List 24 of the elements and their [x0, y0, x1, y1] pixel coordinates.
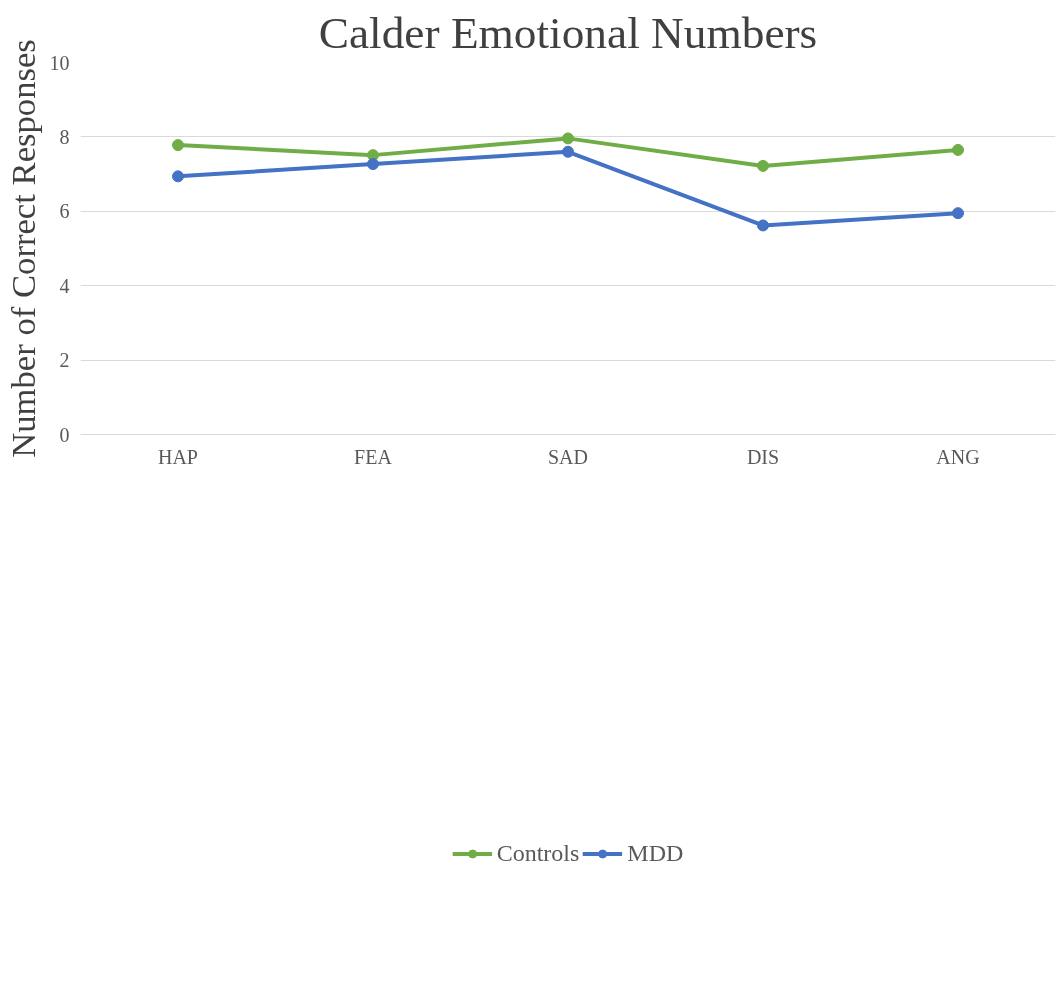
y-tick-label: 8: [59, 125, 70, 148]
y-tick-label: 10: [49, 51, 70, 74]
point: [172, 139, 184, 152]
point: [562, 145, 574, 158]
point: [367, 158, 379, 171]
x-tick-label: SAD: [548, 445, 589, 468]
point: [757, 159, 769, 172]
point: [562, 132, 574, 145]
y-axis-title: Number of Correct Responses: [3, 39, 42, 458]
y-tick-label: 4: [59, 274, 70, 297]
x-tick-label: FEA: [354, 445, 393, 468]
chart-title: Calder Emotional Numbers: [318, 7, 818, 58]
point: [952, 207, 964, 220]
y-tick-label: 6: [59, 200, 70, 223]
y-tick-label: 2: [59, 349, 70, 372]
point: [757, 219, 769, 232]
y-tick-label: 0: [59, 423, 70, 446]
legend-label: Controls: [496, 839, 580, 867]
x-tick-label: HAP: [158, 445, 199, 468]
legend-label: MDD: [627, 839, 684, 867]
point: [172, 170, 184, 183]
x-tick-label: ANG: [936, 445, 980, 468]
point: [952, 143, 964, 156]
x-tick-label: DIS: [746, 445, 780, 468]
